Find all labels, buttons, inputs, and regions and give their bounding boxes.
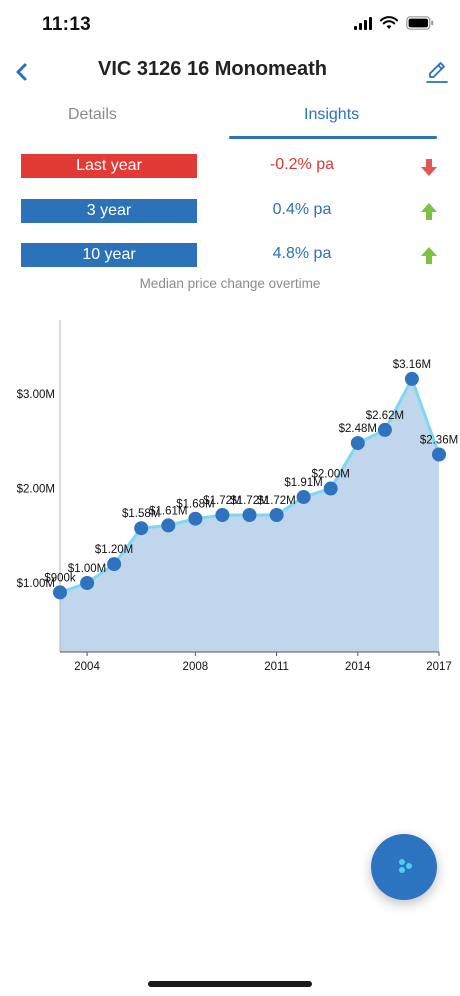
data-label: $2.36M <box>420 435 458 447</box>
data-point <box>350 436 365 451</box>
data-point <box>432 447 446 462</box>
y-tick-label: $2.00M <box>17 484 55 496</box>
data-label: $1.91M <box>284 477 322 489</box>
data-point <box>296 490 311 504</box>
data-label: $1.72M <box>203 495 241 507</box>
data-label: $2.62M <box>366 410 404 422</box>
battery-icon <box>406 16 434 30</box>
x-tick-label: 2008 <box>183 661 209 673</box>
data-point <box>323 481 338 496</box>
arrow-up-icon <box>421 203 437 220</box>
x-tick-label: 2017 <box>426 661 452 673</box>
data-label: $1.72M <box>230 495 268 507</box>
stat-value: -0.2% pa <box>269 156 335 173</box>
data-point <box>107 557 122 572</box>
signal-icon <box>354 16 372 30</box>
arrow-up-icon <box>421 247 437 264</box>
active-tab-indicator <box>229 136 437 139</box>
share-button[interactable] <box>371 834 437 900</box>
data-label: $1.72M <box>257 495 295 507</box>
x-tick-label: 2004 <box>74 661 100 673</box>
data-point <box>80 576 95 590</box>
data-label: $2.00M <box>312 469 350 481</box>
home-indicator <box>148 981 312 987</box>
data-label: $1.00M <box>68 563 106 575</box>
page-title: VIC 3126 16 Monomeath <box>98 58 327 80</box>
y-tick-label: $3.00M <box>17 389 55 401</box>
x-tick-label: 2014 <box>345 661 371 673</box>
stat-row-10-year: 10 year 4.8% pa <box>0 243 460 269</box>
status-icons <box>354 16 434 30</box>
stat-row-3-year: 3 year 0.4% pa <box>0 199 460 225</box>
data-label: $900k <box>44 572 76 584</box>
data-point <box>242 508 257 522</box>
data-point <box>53 585 67 600</box>
tab-details[interactable]: Details <box>68 106 117 123</box>
wifi-icon <box>380 16 398 29</box>
data-point <box>215 508 230 522</box>
back-chevron-icon[interactable] <box>10 56 34 88</box>
stat-label: 10 year <box>21 243 197 267</box>
data-point <box>404 371 419 386</box>
data-point <box>377 422 392 437</box>
data-point <box>188 511 203 526</box>
data-label: $1.68M <box>176 499 214 511</box>
stat-label: 3 year <box>21 199 197 223</box>
share-icon <box>399 859 412 873</box>
stat-value: 4.8% pa <box>272 245 332 262</box>
y-tick-label: $1.00M <box>17 578 55 590</box>
data-label: $1.20M <box>95 544 133 556</box>
chart-caption: Median price change overtime <box>139 276 321 291</box>
data-label: $2.48M <box>339 423 377 435</box>
data-point <box>161 518 176 533</box>
status-bar: 11:13 <box>0 0 460 50</box>
stat-label: Last year <box>21 154 197 178</box>
stat-value: 0.4% pa <box>272 201 332 218</box>
data-label: $1.58M <box>122 508 160 520</box>
nav-bar: VIC 3126 16 Monomeath <box>0 52 460 92</box>
tab-bar: Details Insights <box>0 102 460 142</box>
data-label: $3.16M <box>393 359 431 371</box>
median-price-chart: 2004 2008 2011 2014 2017 $1.00M $2.00M $3.00M $9… <box>17 320 458 673</box>
data-point <box>134 521 149 536</box>
edit-pencil-icon[interactable] <box>424 58 450 86</box>
tab-insights[interactable]: Insights <box>304 106 360 123</box>
arrow-down-icon <box>421 159 437 176</box>
stat-row-last-year: Last year -0.2% pa <box>0 154 460 180</box>
x-tick-label: 2011 <box>264 661 289 673</box>
status-time: 11:13 <box>42 14 92 35</box>
data-label: $1.61M <box>149 505 187 517</box>
data-point <box>269 508 284 522</box>
